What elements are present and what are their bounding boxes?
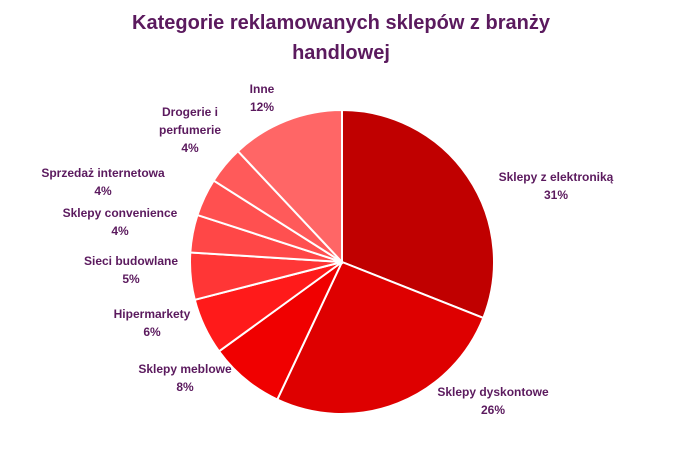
slice-labels: Sklepy z elektroniką 31% Sklepy dyskontowe… [41, 82, 613, 417]
pie-slice-2 [275, 260, 485, 415]
slice-category-label: Sklepy convenience [63, 206, 178, 220]
slice-value-label: 5% [122, 272, 140, 286]
slice-value-label: 4% [94, 184, 112, 198]
slice-label-4: Hipermarkety 6% [114, 307, 191, 339]
slice-value-label: 8% [176, 380, 194, 394]
slice-category-label: Sprzedaż internetowa [41, 166, 165, 180]
slice-category-label: perfumerie [159, 123, 221, 137]
pie-slices [189, 108, 495, 415]
slice-category-label: Drogerie i [162, 105, 218, 119]
slice-value-label: 4% [181, 141, 199, 155]
slice-value-label: 31% [544, 188, 568, 202]
slice-label-9: Inne 12% [250, 82, 275, 114]
slice-label-5: Sieci budowlane 5% [84, 254, 178, 286]
slice-category-label: Hipermarkety [114, 307, 191, 321]
chart-title: Kategorie reklamowanych sklepów z branży… [0, 8, 682, 68]
slice-label-7: Sprzedaż internetowa 4% [41, 166, 165, 198]
slice-category-label: Inne [250, 82, 275, 96]
chart-title-line-2: handlowej [292, 42, 390, 64]
slice-category-label: Sklepy z elektroniką [499, 170, 614, 184]
slice-value-label: 6% [143, 325, 161, 339]
slice-category-label: Sklepy meblowe [138, 362, 232, 376]
slice-category-label: Sklepy dyskontowe [437, 385, 549, 399]
slice-label-6: Sklepy convenience 4% [63, 206, 178, 238]
slice-label-1: Sklepy z elektroniką 31% [499, 170, 614, 202]
slice-label-3: Sklepy meblowe 8% [138, 362, 232, 394]
pie-slice-9 [236, 108, 343, 265]
pie-slice-1 [341, 108, 495, 320]
slice-label-8: Drogerie i perfumerie 4% [159, 105, 221, 155]
slice-label-2: Sklepy dyskontowe 26% [437, 385, 549, 417]
slice-category-label: Sieci budowlane [84, 254, 178, 268]
slice-value-label: 4% [111, 224, 129, 238]
slice-value-label: 26% [481, 403, 505, 417]
chart-title-line-1: Kategorie reklamowanych sklepów z branży [132, 12, 550, 34]
slice-value-label: 12% [250, 100, 274, 114]
